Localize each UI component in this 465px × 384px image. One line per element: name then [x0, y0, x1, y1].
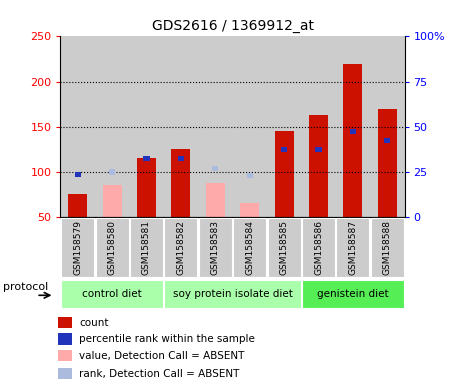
Bar [68, 194, 87, 217]
FancyBboxPatch shape [130, 218, 163, 277]
Bar [58, 368, 73, 379]
FancyBboxPatch shape [164, 280, 301, 308]
Bar [58, 350, 73, 361]
Text: percentile rank within the sample: percentile rank within the sample [80, 334, 255, 344]
FancyBboxPatch shape [199, 218, 232, 277]
Bar [137, 158, 156, 217]
Bar [384, 137, 391, 143]
Bar [129, 36, 164, 217]
Bar [232, 36, 267, 217]
Text: GSM158585: GSM158585 [279, 220, 289, 275]
FancyBboxPatch shape [267, 218, 301, 277]
Bar [103, 185, 121, 217]
Bar [172, 149, 190, 217]
FancyBboxPatch shape [164, 218, 198, 277]
FancyBboxPatch shape [233, 218, 266, 277]
Bar [309, 115, 328, 217]
Bar [350, 129, 356, 134]
Text: soy protein isolate diet: soy protein isolate diet [173, 289, 292, 299]
Bar [164, 36, 198, 217]
FancyBboxPatch shape [302, 280, 404, 308]
Bar [315, 147, 322, 152]
Bar [240, 204, 259, 217]
Bar [58, 333, 73, 345]
FancyBboxPatch shape [95, 218, 129, 277]
Bar [378, 109, 397, 217]
Bar [246, 173, 253, 178]
Text: GSM158581: GSM158581 [142, 220, 151, 275]
Bar [336, 36, 370, 217]
FancyBboxPatch shape [302, 218, 335, 277]
Bar [275, 131, 293, 217]
Bar [109, 169, 115, 175]
Bar [178, 156, 184, 161]
Text: count: count [80, 318, 109, 328]
Bar [95, 36, 129, 217]
Text: GSM158588: GSM158588 [383, 220, 392, 275]
Text: GSM158580: GSM158580 [107, 220, 117, 275]
FancyBboxPatch shape [336, 218, 370, 277]
Bar [206, 183, 225, 217]
Text: GSM158584: GSM158584 [245, 220, 254, 275]
Bar [198, 36, 232, 217]
Bar [370, 36, 405, 217]
Bar [143, 156, 150, 161]
Text: genistein diet: genistein diet [317, 289, 389, 299]
Bar [344, 64, 362, 217]
Text: protocol: protocol [3, 282, 48, 292]
Bar [281, 147, 287, 152]
Bar [60, 36, 95, 217]
FancyBboxPatch shape [61, 280, 163, 308]
Text: rank, Detection Call = ABSENT: rank, Detection Call = ABSENT [80, 369, 240, 379]
Text: GSM158586: GSM158586 [314, 220, 323, 275]
FancyBboxPatch shape [61, 218, 94, 277]
Bar [58, 317, 73, 328]
Text: GSM158583: GSM158583 [211, 220, 220, 275]
Bar [212, 166, 219, 171]
Bar [74, 172, 81, 177]
Text: GSM158582: GSM158582 [176, 220, 186, 275]
Text: control diet: control diet [82, 289, 142, 299]
Bar [301, 36, 336, 217]
Text: value, Detection Call = ABSENT: value, Detection Call = ABSENT [80, 351, 245, 361]
Text: GSM158587: GSM158587 [348, 220, 358, 275]
Title: GDS2616 / 1369912_at: GDS2616 / 1369912_at [152, 19, 313, 33]
Bar [267, 36, 301, 217]
Text: GSM158579: GSM158579 [73, 220, 82, 275]
FancyBboxPatch shape [371, 218, 404, 277]
